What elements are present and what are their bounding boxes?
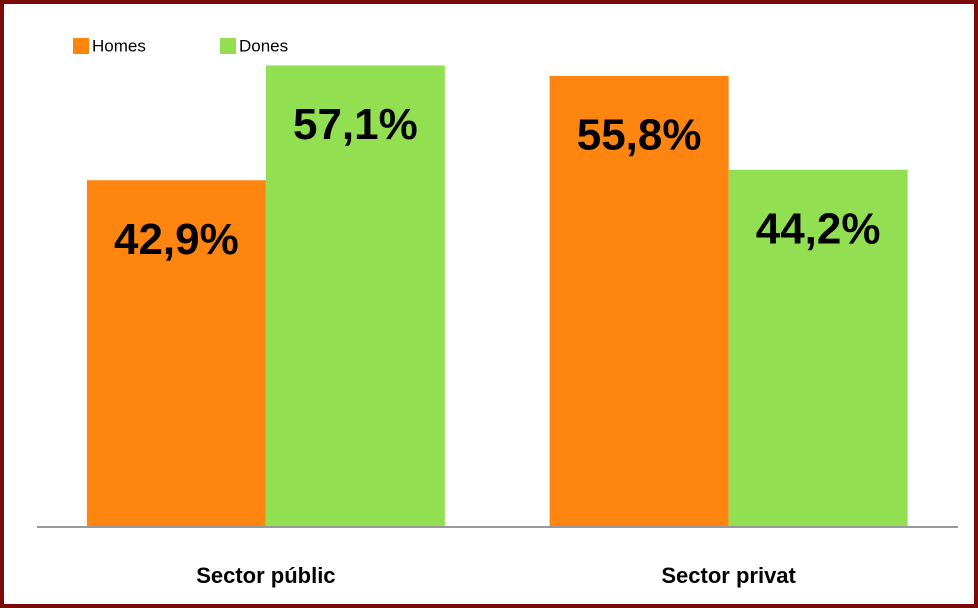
x-tick-label: Sector públic xyxy=(196,563,335,588)
legend-swatch xyxy=(220,38,236,54)
bar xyxy=(265,65,445,528)
bar xyxy=(549,75,729,527)
value-label: 42,9% xyxy=(114,215,239,264)
bar xyxy=(728,169,908,527)
legend-label: Dones xyxy=(239,36,288,55)
legend-swatch xyxy=(73,38,89,54)
legend-label: Homes xyxy=(92,36,146,55)
value-label: 55,8% xyxy=(577,111,702,160)
bar xyxy=(86,180,266,527)
x-tick-label: Sector privat xyxy=(661,563,796,588)
value-label: 44,2% xyxy=(756,204,881,253)
value-label: 57,1% xyxy=(293,100,418,149)
